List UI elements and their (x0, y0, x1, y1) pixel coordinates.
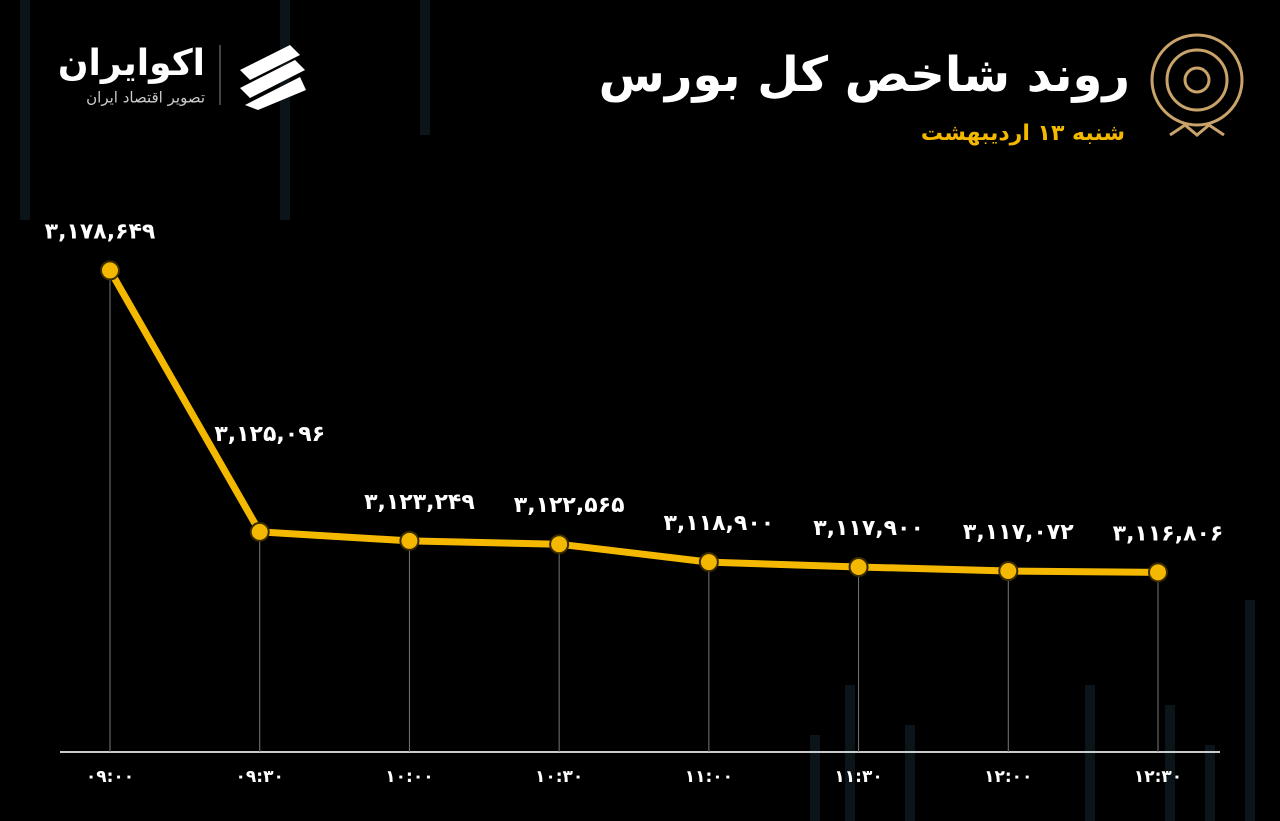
line (106, 268, 1159, 576)
x-tick-label: ۱۱:۰۰ (685, 767, 733, 787)
point (698, 552, 719, 573)
value-label: ۳,۱۱۷,۹۰۰ (813, 516, 924, 541)
emblem (1150, 33, 1244, 137)
value-label: ۳,۱۱۸,۹۰۰ (663, 511, 774, 536)
x-tick-label: ۰۹:۰۰ (86, 767, 134, 787)
value-label: ۳,۱۷۸,۶۴۹ (45, 219, 156, 244)
point (100, 260, 120, 281)
chart-subtitle: شنبه ۱۳ اردیبهشت (921, 121, 1125, 146)
value-label: ۳,۱۲۳,۲۴۹ (364, 490, 475, 515)
chart-title: روند شاخص کل بورس (599, 47, 1130, 103)
point (1148, 562, 1168, 583)
x-tick-label: ۰۹:۳۰ (236, 767, 284, 787)
x-tick-label: ۱۱:۳۰ (834, 767, 882, 787)
point (998, 561, 1019, 582)
x-tick-label: ۱۰:۰۰ (385, 767, 433, 787)
point (399, 530, 420, 551)
point (549, 534, 570, 555)
x-tick-label: ۱۲:۳۰ (1134, 767, 1182, 787)
brand-name: اکوایران (58, 43, 205, 84)
brand-logo (240, 45, 306, 110)
x-tick-label: ۱۰:۳۰ (535, 767, 583, 787)
point (249, 521, 270, 542)
value-label: ۳,۱۱۶,۸۰۶ (1113, 521, 1224, 546)
x-tick-label: ۱۲:۰۰ (984, 767, 1032, 787)
value-label: ۳,۱۱۷,۰۷۲ (963, 520, 1074, 545)
value-label: ۳,۱۲۵,۰۹۶ (214, 422, 325, 447)
brand-tagline: تصویر اقتصاد ایران (86, 89, 205, 107)
point (848, 556, 869, 577)
value-label: ۳,۱۲۲,۵۶۵ (514, 493, 625, 518)
